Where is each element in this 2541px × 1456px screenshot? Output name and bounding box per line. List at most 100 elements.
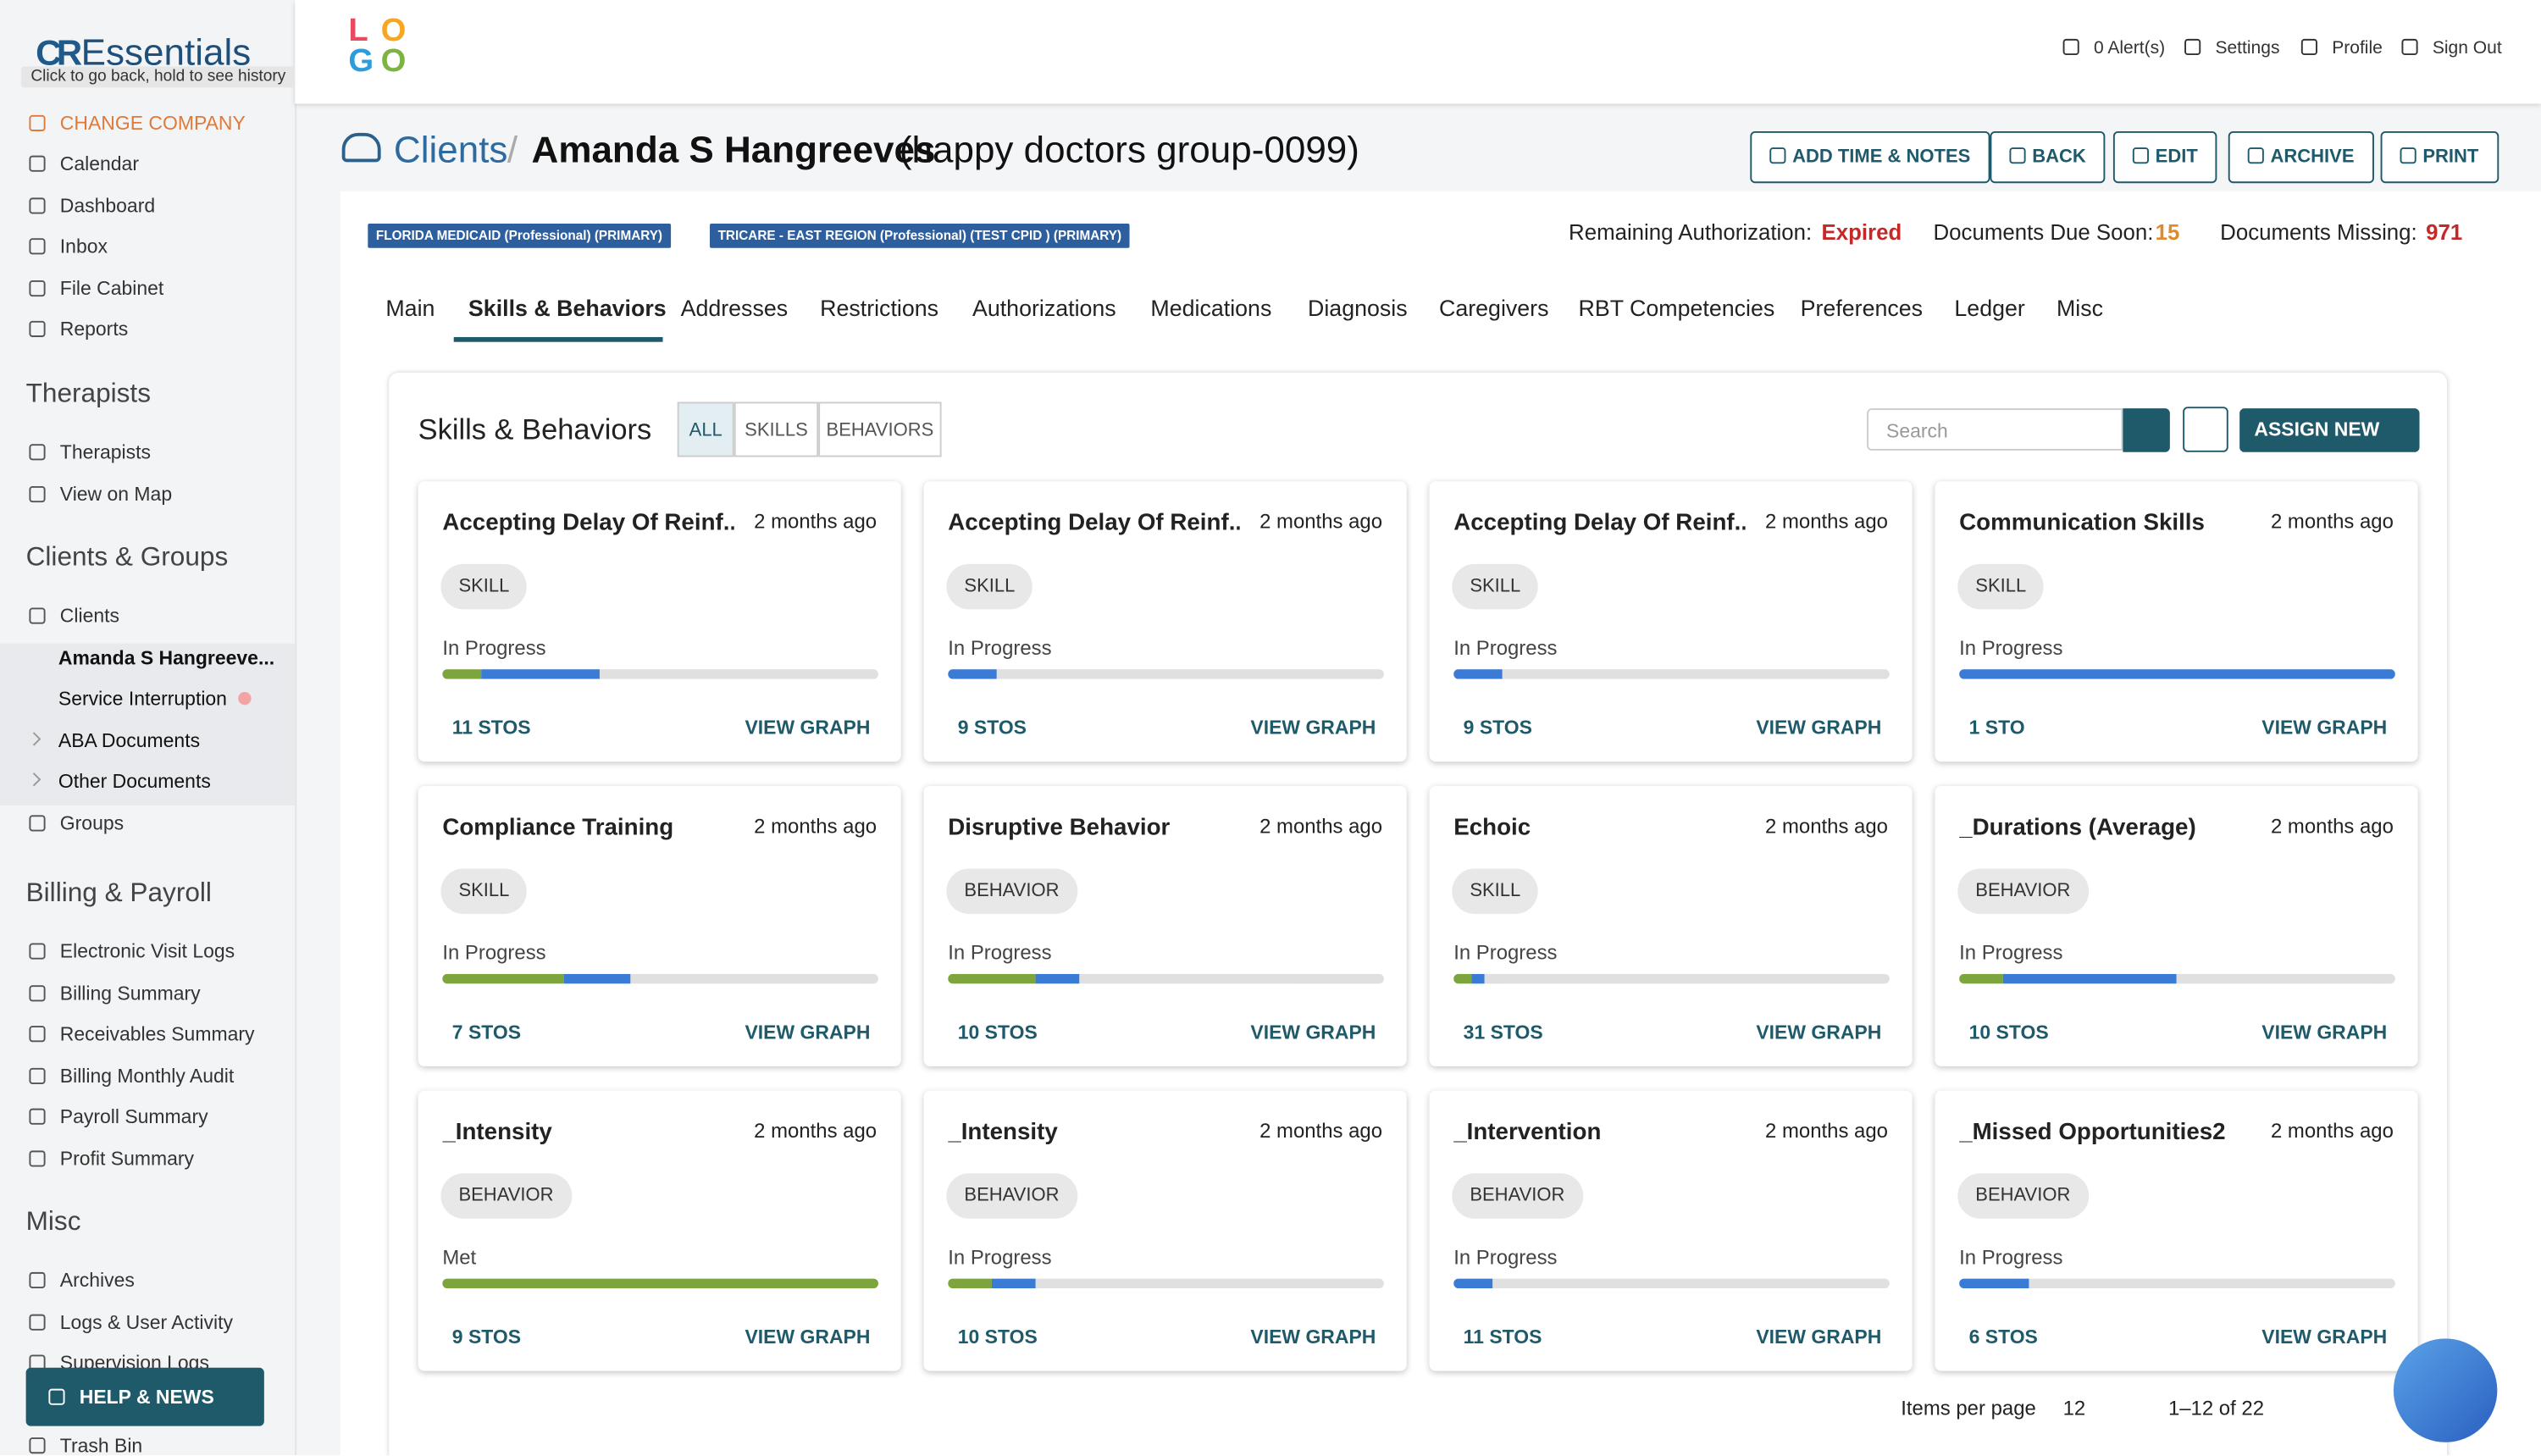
card-stos[interactable]: 10 STOS [957,1021,1038,1044]
assign-button[interactable]: ASSIGN NEW [2239,408,2420,452]
tab[interactable]: RBT Competencies [1578,295,1775,321]
nav-link[interactable]: Billing Summary [29,981,201,1004]
card-link[interactable]: VIEW GRAPH [745,716,871,739]
header-link[interactable]: Settings [2184,38,2279,58]
nav-link[interactable]: Payroll Summary [29,1105,208,1128]
card-link[interactable]: VIEW GRAPH [1756,1326,1882,1348]
tab[interactable]: Authorizations [972,295,1116,321]
stat-label: Documents Due Soon: [1933,220,2154,245]
progress-track [948,1278,1384,1289]
card-link[interactable]: VIEW GRAPH [745,1021,871,1044]
tab[interactable]: Preferences [1800,295,1924,321]
card-stos[interactable]: 9 STOS [1463,716,1532,739]
tab[interactable]: Ledger [1954,295,2025,321]
action-button[interactable]: EDIT [2112,130,2217,184]
change-company[interactable]: CHANGE COMPANY [29,112,246,135]
skill-card: _Durations (Average) 2 months ago BEHAVIOR… [1935,785,2418,1066]
header-link[interactable]: Sign Out [2401,38,2502,58]
nav-link[interactable]: Clients [29,605,119,627]
skill-card: Accepting Delay Of Reinf... 2 months ago S… [418,481,901,762]
card-stos[interactable]: 10 STOS [1968,1021,2049,1044]
card-link[interactable]: VIEW GRAPH [1756,716,1882,739]
nav-link[interactable]: Billing Monthly Audit [29,1064,234,1087]
nav-link[interactable]: Inbox [29,235,108,257]
icon [29,444,46,461]
card-stos[interactable]: 9 STOS [451,1326,522,1348]
card-link[interactable]: VIEW GRAPH [1250,1021,1376,1044]
nav-link[interactable]: Archives [29,1269,135,1292]
search-button[interactable] [2123,408,2170,452]
card-link[interactable]: VIEW GRAPH [1250,1326,1376,1348]
tab[interactable]: Addresses [680,295,789,321]
nav-link[interactable]: Receivables Summary [29,1022,254,1045]
filter-button[interactable]: ALL [677,401,734,457]
action-button[interactable]: ARCHIVE [2228,130,2374,184]
tab[interactable]: Skills & Behaviors [468,295,667,321]
tab[interactable]: Main [385,295,435,321]
help-button[interactable]: HELP & NEWS [25,1367,264,1426]
card-stos[interactable]: 7 STOS [451,1021,522,1044]
action-button[interactable]: ADD TIME & NOTES [1750,130,1990,184]
card-stos[interactable]: 9 STOS [957,716,1027,739]
tab[interactable]: Diagnosis [1308,295,1408,321]
nav-link[interactable]: ABA Documents [58,728,201,751]
card-time: 2 months ago [1765,815,1888,839]
action-button[interactable]: PRINT [2380,130,2499,184]
card-status: In Progress [1453,636,1558,660]
skill-card: Communication Skills 2 months ago SKILL In … [1935,481,2418,762]
card-link[interactable]: VIEW GRAPH [1250,716,1376,739]
card-time: 2 months ago [2270,510,2394,534]
stat-value: 971 [2426,220,2463,245]
card-stos[interactable]: 1 STO [1968,716,2025,739]
icon [29,1066,46,1084]
skill-card: Accepting Delay Of Reinf... 2 months ago S… [923,481,1407,762]
nav-link[interactable]: Reports [29,318,128,340]
stat-label: Remaining Authorization: [1569,220,1813,245]
filter-button[interactable]: SKILLS [734,401,819,457]
search-input[interactable]: Search [1867,408,2123,451]
nav-link[interactable]: Calendar [29,152,139,175]
card-stos[interactable]: 10 STOS [957,1326,1038,1348]
nav-link[interactable]: Service Interruption [58,687,227,711]
tab[interactable]: Restrictions [820,295,939,321]
nav-link[interactable]: Trash Bin [29,1434,142,1455]
nav-link[interactable]: Therapists [29,440,151,463]
card-stos[interactable]: 11 STOS [1463,1326,1542,1348]
tab[interactable]: Medications [1150,295,1272,321]
card-stos[interactable]: 31 STOS [1463,1021,1543,1044]
nav-link[interactable]: File Cabinet [29,276,163,299]
filter-icon-button[interactable] [2183,407,2228,452]
fab[interactable] [2393,1338,2498,1442]
card-stos[interactable]: 6 STOS [1968,1326,2038,1348]
card-link[interactable]: VIEW GRAPH [2261,1021,2388,1044]
nav-link[interactable]: Amanda S Hangreeve... [58,645,275,669]
card-link[interactable]: VIEW GRAPH [745,1326,871,1348]
pagination-per-page[interactable]: 12 [2062,1397,2086,1420]
card-link[interactable]: VIEW GRAPH [2261,716,2388,739]
card-link[interactable]: VIEW GRAPH [2261,1326,2388,1348]
section-title: Therapists [25,379,151,409]
nav-link[interactable]: Electronic Visit Logs [29,940,235,962]
tab[interactable]: Misc [2056,295,2104,321]
progress-in-progress [1959,1278,2029,1289]
nav-link[interactable]: View on Map [29,482,172,505]
icon [29,280,46,296]
icon [1769,147,1786,164]
filter-button[interactable]: BEHAVIORS [818,401,942,457]
nav-link[interactable]: Dashboard [29,194,155,216]
nav-link[interactable]: Other Documents [58,769,211,793]
card-status: In Progress [1959,1246,2063,1270]
header-link[interactable]: Profile [2300,38,2383,58]
nav-link[interactable]: Groups [29,811,124,833]
breadcrumb[interactable]: Clients [393,128,508,170]
card-title: _Intensity [442,1120,552,1146]
tab[interactable]: Caregivers [1438,295,1549,321]
nav-link[interactable]: Logs & User Activity [29,1310,233,1333]
nav-link[interactable]: Profit Summary [29,1147,194,1169]
card-status: In Progress [1453,1246,1558,1270]
card-stos[interactable]: 11 STOS [451,716,531,739]
header-link[interactable]: 0 Alert(s) [2062,38,2165,58]
card-time: 2 months ago [1765,1120,1888,1143]
card-link[interactable]: VIEW GRAPH [1756,1021,1882,1044]
action-button[interactable]: BACK [1990,130,2106,184]
